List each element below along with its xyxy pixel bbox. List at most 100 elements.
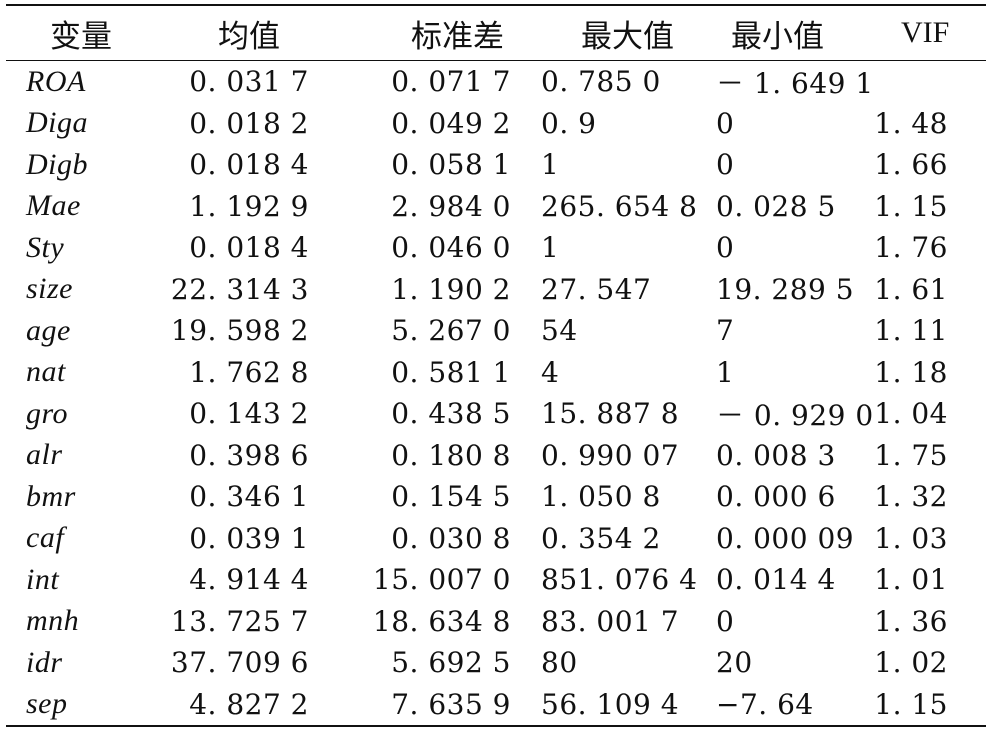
cell-variable: Digb (26, 147, 88, 181)
table-row: Sty 0. 018 4 0. 046 0 1 0 1. 76 (6, 227, 986, 269)
cell-mean: 1. 192 9 (189, 189, 309, 223)
cell-vif: 1. 04 (874, 397, 948, 431)
cell-variable: ROA (26, 64, 86, 98)
cell-min: 7 (716, 314, 735, 348)
cell-min: － 0. 929 0 (716, 398, 874, 432)
cell-max: 0. 785 0 (541, 65, 661, 99)
cell-max: 27. 547 (541, 272, 652, 306)
cell-variable: nat (26, 355, 66, 389)
table-body: ROA 0. 031 7 0. 071 7 0. 785 0 － 1. 649 1 Dig… (6, 61, 986, 726)
cell-min: 0 (716, 106, 735, 140)
table-header-row: 变量 均值 标准差 最大值 最小值 VIF (6, 5, 986, 61)
header-max: 最大值 (581, 18, 674, 55)
table-row: gro 0. 143 2 0. 438 5 15. 887 8 － 0. 929 0 1.… (6, 393, 986, 435)
table-row: alr 0. 398 6 0. 180 8 0. 990 07 0. 008 3 1. 7… (6, 435, 986, 477)
cell-max: 1 (541, 148, 560, 182)
descriptive-statistics-table-container: 变量 均值 标准差 最大值 最小值 VIF ROA 0. 031 7 0. 071 … (6, 4, 986, 727)
cell-std-dev: 0. 438 5 (391, 397, 511, 431)
cell-vif: 1. 75 (874, 438, 948, 472)
cell-min: 0 (716, 231, 735, 265)
cell-std-dev: 0. 046 0 (391, 231, 511, 265)
cell-variable: Mae (26, 189, 81, 223)
cell-vif: 1. 15 (874, 189, 948, 223)
table-row: int 4. 914 4 15. 007 0 851. 076 4 0. 014 4 1.… (6, 559, 986, 601)
cell-variable: Sty (26, 230, 65, 264)
cell-std-dev: 0. 030 8 (391, 521, 511, 555)
cell-max: 1. 050 8 (541, 480, 661, 514)
cell-mean: 0. 018 2 (189, 106, 309, 140)
table-row: nat 1. 762 8 0. 581 1 4 1 1. 18 (6, 352, 986, 394)
cell-mean: 22. 314 3 (170, 272, 309, 306)
cell-variable: int (26, 562, 60, 596)
header-std-dev: 标准差 (411, 18, 504, 55)
cell-mean: 4. 827 2 (189, 687, 309, 721)
cell-variable: sep (26, 687, 68, 721)
table-row: size 22. 314 3 1. 190 2 27. 547 19. 289 5 1. … (6, 269, 986, 311)
cell-std-dev: 0. 581 1 (391, 355, 511, 389)
cell-min: 1 (716, 355, 735, 389)
cell-std-dev: 18. 634 8 (372, 604, 511, 638)
table-row: mnh 13. 725 7 18. 634 8 83. 001 7 0 1. 36 (6, 601, 986, 643)
cell-variable: mnh (26, 604, 80, 638)
cell-mean: 13. 725 7 (170, 604, 309, 638)
cell-max: 4 (541, 355, 560, 389)
cell-variable: Diga (26, 106, 88, 140)
cell-min: 0 (716, 148, 735, 182)
cell-variable: caf (26, 521, 65, 555)
header-mean: 均值 (218, 18, 280, 55)
cell-vif: 1. 02 (874, 646, 948, 680)
cell-mean: 0. 346 1 (189, 480, 309, 514)
cell-std-dev: 2. 984 0 (391, 189, 511, 223)
cell-mean: 0. 018 4 (189, 148, 309, 182)
cell-variable: bmr (26, 479, 76, 513)
cell-variable: idr (26, 645, 63, 679)
cell-max: 851. 076 4 (541, 563, 698, 597)
header-vif: VIF (901, 16, 950, 49)
table-row: Diga 0. 018 2 0. 049 2 0. 9 0 1. 48 (6, 103, 986, 145)
cell-vif: 1. 66 (874, 148, 948, 182)
descriptive-statistics-table: 变量 均值 标准差 最大值 最小值 VIF ROA 0. 031 7 0. 071 … (6, 4, 986, 727)
cell-min: － 1. 649 1 (716, 66, 874, 100)
cell-std-dev: 7. 635 9 (391, 687, 511, 721)
cell-vif: 1. 76 (874, 231, 948, 265)
cell-vif (861, 61, 986, 103)
cell-vif: 1. 11 (874, 314, 948, 348)
cell-max: 80 (541, 646, 578, 680)
cell-std-dev: 1. 190 2 (391, 272, 511, 306)
header-min: 最小值 (731, 18, 824, 55)
cell-vif: 1. 01 (874, 563, 948, 597)
cell-mean: 0. 398 6 (189, 438, 309, 472)
cell-std-dev: 0. 180 8 (391, 438, 511, 472)
cell-min: −7. 64 (716, 687, 814, 721)
table-row: Mae 1. 192 9 2. 984 0 265. 654 8 0. 028 5 1. … (6, 186, 986, 228)
cell-vif: 1. 15 (874, 687, 948, 721)
cell-min: 0. 008 3 (716, 438, 836, 472)
cell-max: 83. 001 7 (541, 604, 680, 638)
cell-variable: size (26, 272, 73, 306)
table-row: bmr 0. 346 1 0. 154 5 1. 050 8 0. 000 6 1. 32 (6, 476, 986, 518)
cell-std-dev: 5. 692 5 (391, 646, 511, 680)
cell-max: 0. 990 07 (541, 438, 680, 472)
cell-std-dev: 0. 058 1 (391, 148, 511, 182)
cell-min: 0. 000 09 (716, 521, 855, 555)
cell-mean: 0. 018 4 (189, 231, 309, 265)
cell-mean: 37. 709 6 (170, 646, 309, 680)
cell-max: 265. 654 8 (541, 189, 698, 223)
cell-vif: 1. 18 (874, 355, 948, 389)
table-row: caf 0. 039 1 0. 030 8 0. 354 2 0. 000 09 1. 0… (6, 518, 986, 560)
cell-vif: 1. 03 (874, 521, 948, 555)
cell-variable: alr (26, 438, 63, 472)
cell-mean: 19. 598 2 (170, 314, 309, 348)
table-row: ROA 0. 031 7 0. 071 7 0. 785 0 － 1. 649 1 (6, 61, 986, 103)
cell-variable: gro (26, 396, 69, 430)
cell-mean: 1. 762 8 (189, 355, 309, 389)
cell-vif: 1. 36 (874, 604, 948, 638)
cell-mean: 4. 914 4 (189, 563, 309, 597)
cell-std-dev: 15. 007 0 (372, 563, 511, 597)
cell-min: 0. 000 6 (716, 480, 836, 514)
cell-max: 54 (541, 314, 578, 348)
cell-mean: 0. 143 2 (189, 397, 309, 431)
cell-vif: 1. 61 (874, 272, 948, 306)
cell-min: 19. 289 5 (716, 272, 855, 306)
cell-vif: 1. 32 (874, 480, 948, 514)
